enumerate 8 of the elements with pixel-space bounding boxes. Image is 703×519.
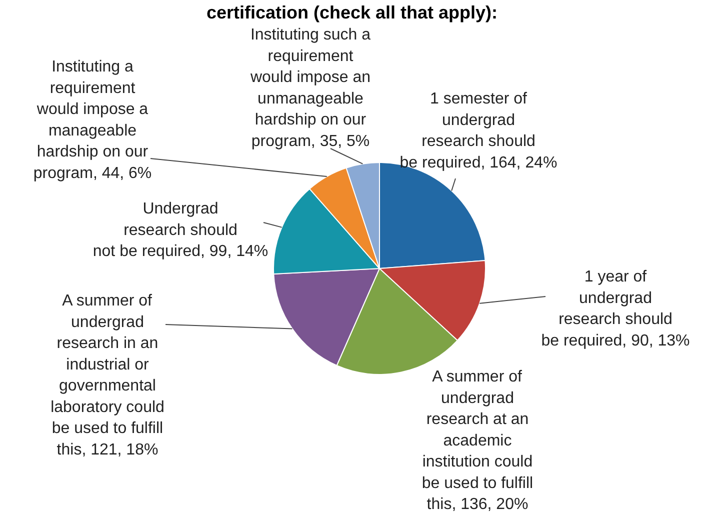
slice-label: Undergrad research should not be required, 99, 14% [92, 200, 268, 260]
slice-label: 1 year of undergrad research should be required, 90, 13% [541, 268, 690, 350]
chart-title: certification (check all that apply): [206, 2, 498, 22]
slice-label: A summer of undergrad research at an academic institution could be used to fulfill this, 136, 20% [422, 368, 534, 513]
slice-label: Instituting such a requirement would impose an unmanageable hardship on our program, 35, 5% [249, 26, 371, 150]
slice-label: Instituting a requirement would impose a manageable hardship on our program, 44, 6% [33, 58, 152, 182]
slice-label: 1 semester of undergrad research should be required, 164, 24% [400, 90, 558, 172]
slice-label: A summer of undergrad research in an industrial or governmental laboratory could be used to fulfill this, 121, 18% [50, 292, 164, 458]
